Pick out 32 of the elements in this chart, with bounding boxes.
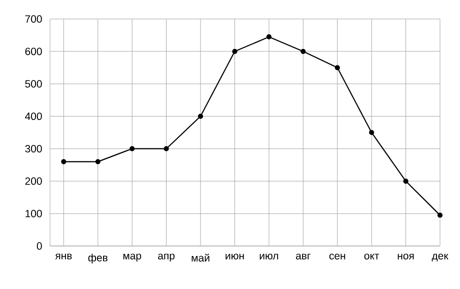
y-tick-label: 700	[25, 15, 42, 23]
x-tick-label: ноя	[398, 254, 414, 260]
y-tick-label: 600	[25, 48, 42, 56]
y-tick-label: 100	[26, 210, 42, 218]
x-tick-label: авг	[296, 254, 310, 260]
point	[403, 178, 408, 184]
y-tick-label: 0	[36, 242, 42, 250]
x-tick-label: янв	[55, 254, 72, 260]
x-tick-label: сен	[329, 254, 346, 260]
y-tick-label: 500	[25, 80, 42, 88]
y-tick-label: 400	[25, 112, 42, 120]
x-tick-label: окт	[364, 254, 380, 260]
x-tick-label: июл	[260, 254, 278, 260]
y-tick-label: 300	[25, 145, 42, 152]
point	[130, 146, 135, 152]
point	[334, 65, 340, 70]
point	[198, 114, 204, 119]
point	[232, 48, 238, 54]
x-tick-label: июн	[226, 254, 244, 260]
point	[61, 159, 66, 164]
point	[266, 34, 272, 40]
x-tick-label: мар	[123, 254, 142, 262]
point	[95, 159, 100, 164]
point	[369, 130, 374, 136]
x-tick-label: май	[192, 254, 210, 262]
x-tick-label: дек	[432, 254, 448, 262]
point	[164, 146, 169, 152]
point	[437, 212, 443, 218]
x-tick-label: апр	[158, 254, 175, 262]
point	[300, 48, 306, 54]
y-tick-label: 200	[25, 177, 42, 185]
x-tick-label: фев	[88, 254, 108, 264]
